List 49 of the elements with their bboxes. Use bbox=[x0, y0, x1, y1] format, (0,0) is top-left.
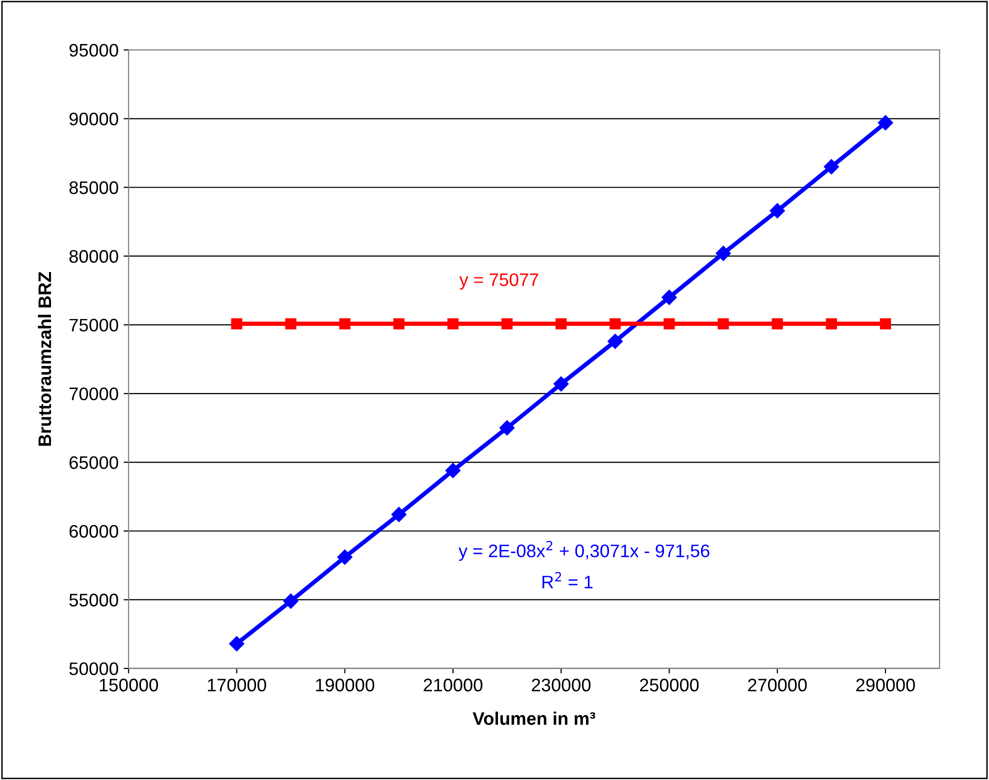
point bbox=[772, 318, 783, 330]
y-axis-title: Bruttoraumzahl BRZ bbox=[38, 272, 52, 446]
y-tick-label: 55000 bbox=[69, 594, 118, 606]
y-tick-label: 65000 bbox=[70, 456, 118, 469]
x-tick-label: 270000 bbox=[748, 678, 807, 692]
point bbox=[608, 334, 623, 349]
x-tick-label: 230000 bbox=[532, 678, 591, 692]
point bbox=[880, 318, 892, 330]
point bbox=[824, 159, 839, 174]
y-tick-label: 80000 bbox=[69, 250, 118, 263]
point bbox=[391, 506, 406, 522]
point bbox=[283, 594, 298, 609]
annotation: R$^{2}$ = 1 bbox=[542, 572, 593, 588]
x-tick-label: 250000 bbox=[640, 678, 699, 692]
point bbox=[718, 318, 729, 330]
x-axis-title: Volumen in m³ bbox=[472, 712, 596, 725]
y-tick-label: 85000 bbox=[69, 181, 118, 194]
y-tick-label: 50000 bbox=[69, 662, 118, 676]
point bbox=[716, 246, 731, 261]
point bbox=[662, 290, 677, 305]
x-tick-label: 170000 bbox=[208, 678, 266, 692]
point bbox=[339, 318, 350, 330]
y-tick-label: 70000 bbox=[70, 387, 118, 400]
point bbox=[826, 318, 837, 330]
point bbox=[229, 636, 244, 652]
point bbox=[445, 462, 461, 478]
point bbox=[664, 318, 675, 330]
point bbox=[231, 318, 242, 330]
y-tick-label: 60000 bbox=[70, 524, 118, 538]
point bbox=[556, 318, 567, 330]
annotation: y = 75077 bbox=[459, 273, 538, 290]
point bbox=[878, 115, 894, 130]
point bbox=[393, 318, 404, 330]
point bbox=[499, 420, 515, 436]
x-tick-label: 150000 bbox=[100, 678, 158, 692]
y-tick-label: 95000 bbox=[69, 44, 118, 57]
point bbox=[610, 318, 621, 330]
point bbox=[501, 318, 513, 330]
x-tick-label: 290000 bbox=[856, 678, 915, 692]
annotation: y = 2E-08x$^{2}$ + 0,3071x - 971,56 bbox=[458, 540, 710, 561]
point bbox=[447, 318, 459, 330]
y-tick-label: 75000 bbox=[70, 318, 118, 332]
x-tick-label: 190000 bbox=[316, 678, 374, 692]
point bbox=[337, 550, 352, 565]
y-tick-label: 90000 bbox=[69, 112, 118, 126]
point bbox=[554, 376, 569, 392]
point bbox=[285, 318, 296, 330]
x-tick-label: 210000 bbox=[424, 678, 482, 692]
point bbox=[770, 203, 785, 218]
